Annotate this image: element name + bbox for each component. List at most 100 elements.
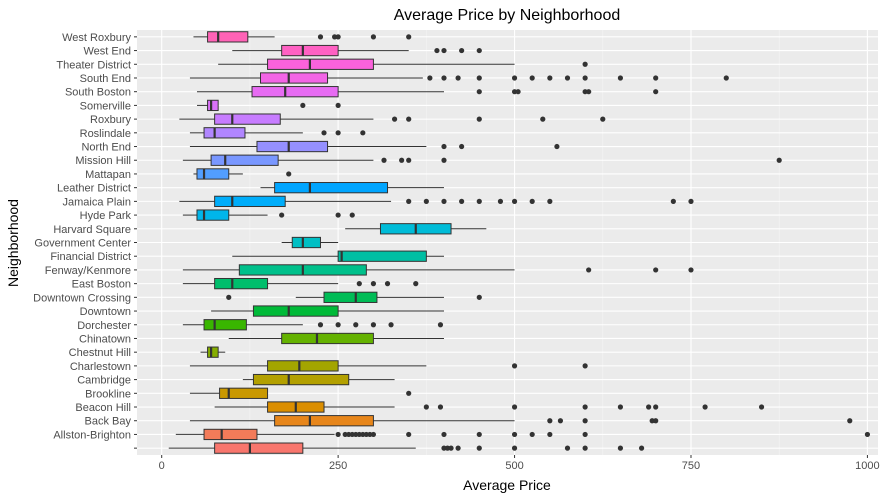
box-hyde-park — [182, 209, 355, 221]
outlier-point — [586, 267, 592, 273]
outlier-point — [317, 322, 324, 328]
iqr-box — [214, 442, 304, 454]
x-axis-title: Average Price — [463, 477, 551, 493]
outlier-point — [406, 390, 412, 396]
outlier-point — [370, 34, 377, 40]
iqr-box — [214, 113, 281, 125]
outlier-point — [459, 47, 465, 54]
outlier-point — [437, 322, 444, 328]
outlier-point — [653, 267, 659, 273]
box-dorchester — [182, 319, 444, 331]
y-tick-label: South Boston — [65, 87, 131, 99]
outlier-point — [434, 47, 440, 54]
iqr-box — [256, 140, 329, 153]
box-roxbury — [179, 113, 606, 125]
y-tick-label: Chestnut Hill — [69, 347, 131, 359]
y-tick-label: Mission Hill — [75, 155, 131, 167]
box-east-boston — [182, 277, 419, 290]
x-tick-labels: 0 250 500 750 1000 — [159, 455, 880, 472]
outlier-point — [864, 431, 871, 438]
iqr-box — [337, 250, 427, 262]
outlier-point — [540, 116, 546, 122]
outlier-point — [335, 130, 341, 136]
outlier-point — [370, 431, 377, 438]
y-tick-label: Roslindale — [80, 128, 131, 140]
iqr-box — [203, 428, 258, 441]
outlier-point — [356, 281, 362, 287]
outlier-point — [670, 198, 676, 204]
iqr-box — [260, 72, 329, 84]
outlier-point — [476, 75, 482, 81]
x-tick-label: 1000 — [855, 460, 879, 472]
box-west-roxbury — [193, 31, 412, 43]
outlier-point — [547, 198, 553, 204]
outlier-point — [582, 61, 588, 67]
y-tick-label: Roxbury — [90, 114, 131, 126]
outlier-point — [582, 431, 588, 438]
outlier-point — [564, 445, 571, 451]
outlier-point — [300, 102, 306, 109]
outlier-point — [653, 404, 659, 410]
outlier-point — [406, 116, 412, 122]
box-fenway-kenmore — [182, 264, 694, 276]
y-tick-label: Charlestown — [70, 361, 131, 373]
outlier-point — [511, 404, 518, 410]
box-back-bay — [189, 415, 853, 427]
outlier-point — [582, 445, 588, 451]
outlier-point — [547, 431, 553, 438]
outlier-point — [226, 294, 232, 300]
iqr-box — [214, 195, 286, 208]
iqr-box — [203, 127, 246, 139]
y-tick-label: Downtown Crossing — [33, 292, 131, 304]
y-tick-label: Jamaica Plain — [63, 196, 131, 208]
outlier-point — [476, 294, 482, 300]
outlier-point — [388, 322, 394, 328]
box-financial-district — [232, 250, 444, 262]
outlier-point — [653, 75, 659, 81]
outlier-point — [381, 157, 387, 163]
outlier-point — [617, 404, 624, 410]
outlier-point — [406, 198, 412, 204]
y-tick-label: East Boston — [72, 279, 131, 291]
outlier-point — [582, 404, 588, 410]
outlier-point — [455, 75, 461, 81]
outlier-point — [279, 212, 285, 218]
x-tick-label: 750 — [682, 460, 700, 472]
box-unlabeled — [168, 442, 645, 454]
iqr-box — [219, 387, 269, 399]
outlier-point — [476, 198, 482, 204]
outlier-point — [847, 418, 853, 424]
box-series — [168, 31, 871, 454]
outlier-point — [758, 404, 765, 410]
iqr-box — [196, 168, 230, 180]
box-brookline — [189, 387, 412, 399]
outlier-point — [511, 363, 518, 369]
box-roslindale — [189, 127, 366, 139]
outlier-point — [497, 198, 504, 204]
outlier-point — [459, 198, 465, 204]
outlier-point — [582, 418, 588, 424]
outlier-point — [646, 404, 652, 410]
outlier-point — [511, 75, 518, 81]
outlier-point — [413, 281, 419, 287]
outlier-point — [455, 445, 461, 451]
iqr-box — [252, 305, 339, 317]
box-south-end — [189, 72, 729, 84]
y-tick-label: Chinatown — [79, 333, 131, 345]
iqr-box — [274, 182, 389, 194]
outlier-point — [286, 171, 292, 177]
box-downtown-crossing — [226, 291, 482, 303]
box-beacon-hill — [214, 401, 765, 413]
outlier-point — [688, 198, 694, 204]
outlier-point — [586, 89, 592, 95]
y-tick-label: Theater District — [56, 59, 131, 71]
outlier-point — [511, 445, 518, 451]
box-mattapan — [193, 168, 292, 180]
iqr-box — [274, 415, 374, 427]
outlier-point — [529, 431, 535, 438]
box-somerville — [196, 99, 341, 112]
outlier-point — [448, 445, 454, 451]
y-tick-label: North End — [81, 142, 131, 154]
iqr-box — [291, 236, 321, 249]
iqr-box — [207, 346, 219, 358]
